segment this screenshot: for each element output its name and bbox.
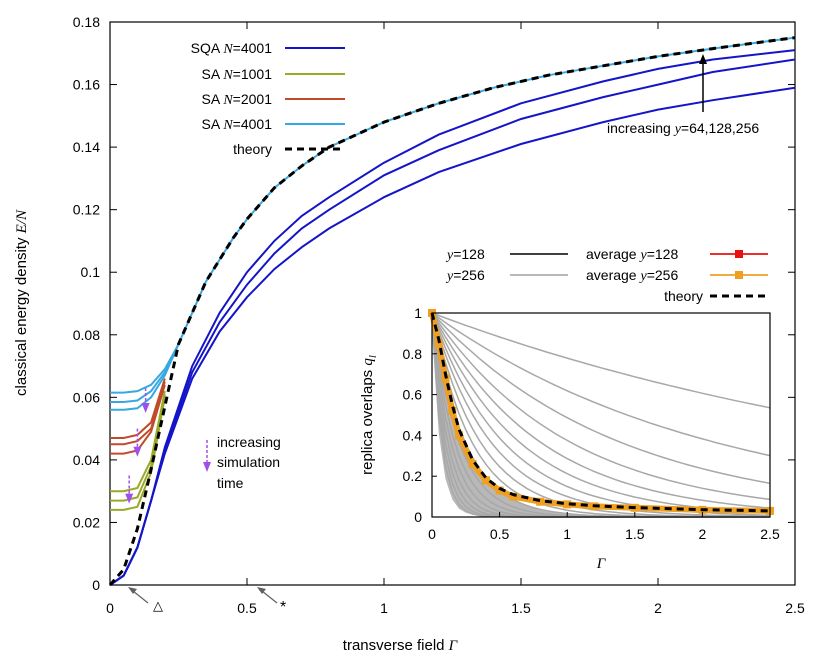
inset-legend-y256: y=256 [445,267,485,284]
triangle-marker-arrowhead [128,587,137,594]
inset-legend-theory: theory [664,288,703,304]
y-tick-label: 0.16 [73,77,100,93]
y-tick-label: 0.1 [81,264,101,280]
inset-y-axis-label: replica overlaps ql [359,355,379,475]
legend-entry-sa-4001: SA N=4001 [202,116,273,133]
increasing-y-label: increasing y=64,128,256 [607,120,759,137]
average-y256-marker [468,459,477,468]
inset-legend-avg128-marker [735,250,743,258]
y-axis-label: classical energy density E/N [13,209,30,396]
x-tick-label: 2 [654,600,662,616]
inset-legend-y128: y=128 [445,246,485,263]
inset-x-tick-label: 0 [428,526,436,542]
inset-legend-avg128: average y=128 [586,246,678,263]
increasing-y-arrowhead [699,54,707,64]
inset-y-tick-label: 0.2 [403,468,423,484]
inset-legend: y=128 y=256 average y=128 average y=256 … [445,246,768,304]
average-y256-marker [455,431,464,440]
main-plot-frame [109,21,796,586]
star-marker-arrow [261,590,278,604]
x-axis-label: transverse field Γ [343,637,459,654]
inset-x-tick-label: 2.5 [760,526,780,542]
inset-theory-line [430,312,771,513]
simulation-time-arrows [125,387,150,504]
axis-markers: △ * [128,587,286,616]
overlap-curve [431,312,771,457]
simulation-time-label: increasing simulation time [203,434,281,491]
inset-x-tick-label: 2 [699,526,707,542]
sim-time-arrowhead [125,493,134,504]
inset-legend-avg256-marker [735,271,743,279]
inset-y-tick-label: 0.4 [403,427,423,443]
average-y256-marker [563,500,572,509]
sim-label-line-2: simulation [217,454,280,470]
star-marker: * [280,599,286,616]
overlap-band [432,313,770,517]
y-tick-label: 0.04 [73,452,100,468]
series-sa-n-4001-c [110,343,180,411]
sim-label-line-1: increasing [217,434,281,450]
overlap-curve [431,312,771,509]
inset-plot-frame [431,312,771,518]
y-tick-label: 0.06 [73,389,100,405]
average-y256-marker [482,476,491,485]
star-marker-arrowhead [257,587,266,594]
y-tick-label: 0 [92,577,100,593]
legend-entry-sa-1001: SA N=1001 [202,66,273,83]
inset-x-axis-label: Γ [596,556,607,572]
inset-y-tick-label: 0.8 [403,346,423,362]
legend-entry-sa-2001: SA N=2001 [202,91,273,108]
x-tick-label: 0.5 [237,600,257,616]
legend-entry-theory: theory [233,141,272,157]
y-tick-label: 0.18 [73,14,100,30]
y-tick-label: 0.08 [73,327,100,343]
x-tick-label: 2.5 [785,600,805,616]
inset-x-tick-label: 1 [563,526,571,542]
average-y256-marker [448,406,457,415]
increasing-y-annotation: increasing y=64,128,256 [607,54,759,137]
x-tick-label: 1.5 [511,600,531,616]
inset-y-tick-label: 0.6 [403,387,423,403]
inset-x-tick-label: 1.5 [625,526,645,542]
x-tick-label: 0 [106,600,114,616]
overlap-curve [431,312,771,409]
y-tick-label: 0.14 [73,139,100,155]
average-y256-marker [434,339,443,348]
y-tick-label: 0.02 [73,514,100,530]
sim-legend-arrowhead [203,462,211,472]
triangle-marker-arrow [132,590,149,604]
average-y256-marker [495,486,504,495]
inset-x-tick-label: 0.5 [490,526,510,542]
overlap-curve [431,312,771,501]
x-tick-label: 1 [380,600,388,616]
sim-label-line-3: time [217,475,244,491]
inset-y-tick-label: 1 [414,305,422,321]
inset-y-tick-label: 0 [414,509,422,525]
average-y256-marker [536,497,545,506]
inset-legend-avg256: average y=256 [586,267,678,284]
series-theory [108,36,796,586]
series-sa-n-4001-b [110,343,180,403]
y-tick-label: 0.12 [73,202,100,218]
sim-time-arrowhead [133,446,142,457]
legend-entry-sqa-4001: SQA N=4001 [191,40,273,57]
series-sa-n-4001-a [110,343,180,394]
overlap-curve [431,312,771,485]
main-legend: SQA N=4001 SA N=1001 SA N=2001 SA N=4001… [191,40,345,157]
average-y256-marker [509,492,518,501]
triangle-marker: △ [153,598,163,613]
series-sqa-y-256 [109,49,796,586]
sim-time-arrowhead [141,402,150,413]
